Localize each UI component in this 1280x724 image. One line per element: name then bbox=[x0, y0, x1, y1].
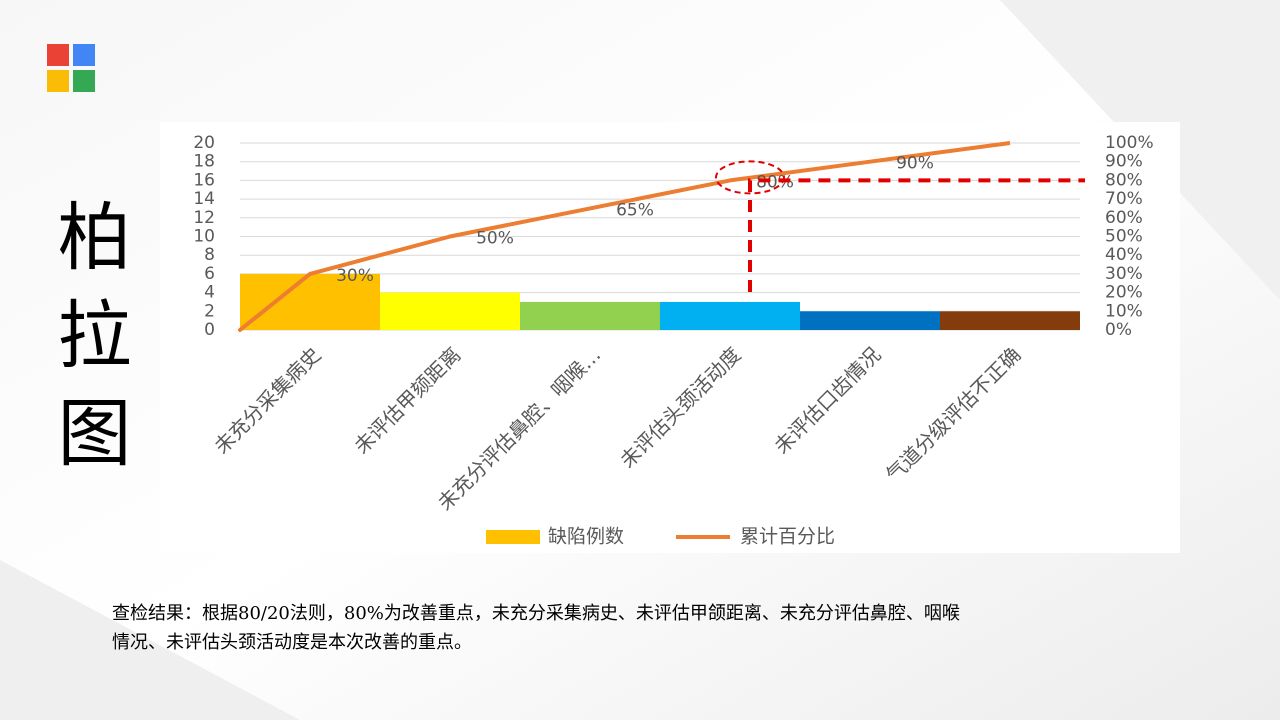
bg-shape bbox=[0, 560, 300, 720]
logo-square bbox=[47, 44, 69, 66]
y-tick-label: 2 bbox=[204, 301, 215, 321]
y-tick-label: 14 bbox=[193, 189, 215, 209]
y2-tick-label: 100% bbox=[1105, 133, 1154, 153]
bar bbox=[660, 301, 800, 330]
y2-tick-label: 80% bbox=[1105, 170, 1143, 190]
highlight-circle bbox=[715, 160, 785, 195]
y2-tick-label: 90% bbox=[1105, 152, 1143, 172]
y-tick-label: 12 bbox=[193, 208, 215, 228]
y2-tick-label: 70% bbox=[1105, 189, 1143, 209]
cumulative-line bbox=[309, 141, 1011, 276]
data-label: 30% bbox=[336, 266, 374, 286]
data-label: 90% bbox=[896, 154, 934, 174]
slide-title: 柏拉图 bbox=[45, 198, 131, 492]
chart-area bbox=[160, 122, 1180, 553]
line-origin-segment bbox=[238, 271, 312, 332]
bar bbox=[240, 273, 380, 330]
legend-label: 缺陷例数 bbox=[548, 526, 624, 548]
y-tick-label: 6 bbox=[204, 264, 215, 284]
reference-line bbox=[748, 178, 1085, 292]
conclusion-line: 情况、未评估头颈活动度是本次改善的重点。 bbox=[112, 632, 472, 653]
y-tick-label: 10 bbox=[193, 227, 215, 247]
bar bbox=[800, 311, 940, 330]
y2-tick-label: 30% bbox=[1105, 264, 1143, 284]
y-tick-label: 18 bbox=[193, 152, 215, 172]
y2-tick-label: 60% bbox=[1105, 208, 1143, 228]
logo-square bbox=[47, 70, 69, 92]
y2-tick-label: 10% bbox=[1105, 301, 1143, 321]
legend-swatch bbox=[486, 530, 540, 544]
conclusion: 查检结果：根据80/20法则，80%为改善重点，未充分采集病史、未评估甲颌距离、… bbox=[112, 603, 960, 653]
y-tick-label: 8 bbox=[204, 245, 215, 265]
y-tick-label: 0 bbox=[204, 320, 215, 340]
slide-title-text: 柏拉图 bbox=[45, 198, 131, 492]
y2-tick-label: 0% bbox=[1105, 320, 1132, 340]
y2-tick-label: 40% bbox=[1105, 245, 1143, 265]
legend-label: 累计百分比 bbox=[740, 526, 835, 548]
y2-tick-label: 20% bbox=[1105, 283, 1143, 303]
data-label: 50% bbox=[476, 229, 514, 249]
y-tick-label: 20 bbox=[193, 133, 215, 153]
y-tick-label: 4 bbox=[204, 283, 215, 303]
logo-square bbox=[73, 70, 95, 92]
logo-square bbox=[73, 44, 95, 66]
bar bbox=[380, 292, 520, 330]
bar bbox=[940, 311, 1080, 330]
data-label: 65% bbox=[616, 200, 654, 220]
y2-tick-label: 50% bbox=[1105, 227, 1143, 247]
y-tick-label: 16 bbox=[193, 170, 215, 190]
conclusion-line: 查检结果：根据80/20法则，80%为改善重点，未充分采集病史、未评估甲颌距离、… bbox=[112, 603, 960, 624]
bar bbox=[520, 301, 660, 330]
